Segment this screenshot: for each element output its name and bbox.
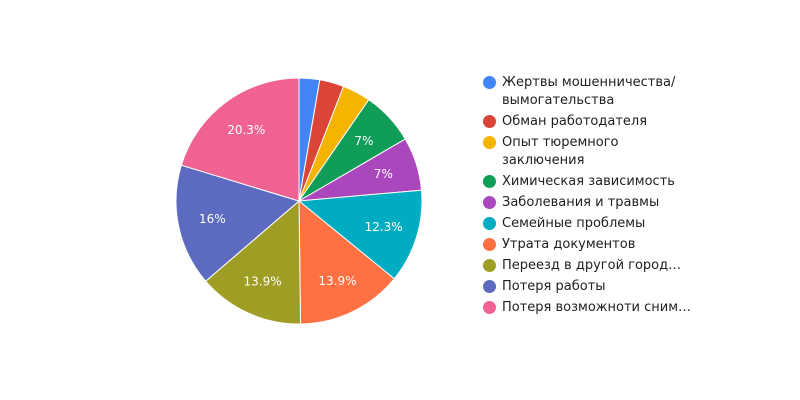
pie-slice-9[interactable] <box>180 77 300 202</box>
legend-marker-icon <box>483 301 496 314</box>
pie-slice-7[interactable] <box>205 199 302 325</box>
legend-item-3[interactable]: Химическая зависимость <box>483 173 743 191</box>
legend-label: Химическая зависимость <box>502 174 675 189</box>
legend-item-9[interactable]: Потеря возможноти сним… <box>483 299 743 317</box>
legend-marker-icon <box>483 115 496 128</box>
legend-item-2[interactable]: Опыт тюремного заключения <box>483 134 743 170</box>
legend-label: Семейные проблемы <box>502 216 646 231</box>
pie-slice-label-6: 13.9% <box>318 274 356 288</box>
pie-slice-label-8: 16% <box>199 212 226 226</box>
pie-slice-5[interactable] <box>297 189 423 280</box>
pie-slice-label-7: 13.9% <box>243 275 281 289</box>
chart-legend: Жертвы мошенничества/ вымогательства Обма… <box>483 74 743 320</box>
pie-slice-label-5: 12.3% <box>365 220 403 234</box>
legend-marker-icon <box>483 76 496 89</box>
legend-item-8[interactable]: Потеря работы <box>483 278 743 296</box>
legend-label: Потеря возможноти сним… <box>502 300 692 315</box>
legend-marker-icon <box>483 196 496 209</box>
legend-item-1[interactable]: Обман работодателя <box>483 113 743 131</box>
pie-slice-label-9: 20.3% <box>227 123 265 137</box>
legend-label: Жертвы мошенничества/ вымогательства <box>502 75 676 108</box>
legend-item-6[interactable]: Утрата документов <box>483 236 743 254</box>
legend-item-4[interactable]: Заболевания и травмы <box>483 194 743 212</box>
legend-label: Заболевания и травмы <box>502 195 660 210</box>
legend-marker-icon <box>483 175 496 188</box>
legend-marker-icon <box>483 136 496 149</box>
pie-slice-8[interactable] <box>175 164 301 282</box>
legend-marker-icon <box>483 238 496 251</box>
pie-slice-label-3: 7% <box>354 134 373 148</box>
legend-item-5[interactable]: Семейные проблемы <box>483 215 743 233</box>
pie-slice-label-4: 7% <box>374 167 393 181</box>
legend-label: Обман работодателя <box>502 114 648 129</box>
legend-item-0[interactable]: Жертвы мошенничества/ вымогательства <box>483 74 743 110</box>
legend-item-7[interactable]: Переезд в другой город… <box>483 257 743 275</box>
legend-marker-icon <box>483 217 496 230</box>
legend-marker-icon <box>483 280 496 293</box>
legend-marker-icon <box>483 259 496 272</box>
legend-label: Потеря работы <box>502 279 606 294</box>
legend-label: Утрата документов <box>502 237 636 252</box>
pie-slice-6[interactable] <box>298 199 395 325</box>
legend-label: Опыт тюремного заключения <box>502 135 619 168</box>
legend-label: Переезд в другой город… <box>502 258 682 273</box>
